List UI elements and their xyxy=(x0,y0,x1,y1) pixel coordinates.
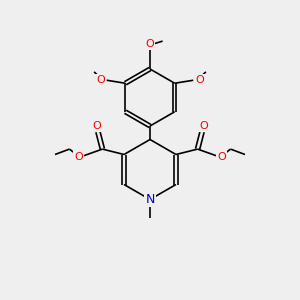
Text: N: N xyxy=(145,193,155,206)
Text: O: O xyxy=(74,152,83,162)
Text: O: O xyxy=(92,121,101,131)
Text: O: O xyxy=(217,152,226,162)
Text: O: O xyxy=(195,75,204,85)
Text: O: O xyxy=(96,75,105,85)
Text: O: O xyxy=(199,121,208,131)
Text: O: O xyxy=(145,38,154,49)
